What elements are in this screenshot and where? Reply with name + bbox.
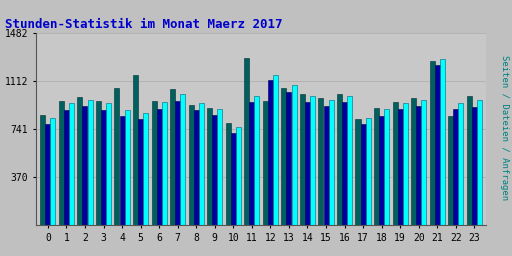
Bar [59,101,64,225]
Bar [162,102,167,225]
Bar [51,118,55,225]
Bar [305,102,310,225]
Bar [236,127,241,225]
Bar [291,85,296,225]
Bar [342,102,347,225]
Bar [77,97,82,225]
Bar [355,119,360,225]
Bar [411,98,416,225]
Bar [318,98,324,225]
Bar [421,100,426,225]
Bar [310,96,315,225]
Bar [82,106,88,225]
Bar [96,101,101,225]
Bar [143,113,148,225]
Bar [467,96,472,225]
Bar [120,116,124,225]
Bar [88,100,93,225]
Text: Stunden-Statistik im Monat Maerz 2017: Stunden-Statistik im Monat Maerz 2017 [5,18,283,31]
Bar [64,110,69,225]
Bar [324,106,329,225]
Bar [329,100,334,225]
Bar [138,119,143,225]
Bar [244,58,249,225]
Bar [273,75,278,225]
Bar [115,88,119,225]
Bar [347,96,352,225]
Bar [366,118,371,225]
Bar [226,123,231,225]
Bar [477,100,482,225]
Bar [188,105,194,225]
Bar [170,89,175,225]
Bar [337,94,342,225]
Bar [384,109,389,225]
Bar [124,110,130,225]
Bar [379,116,384,225]
Bar [133,75,138,225]
Bar [448,116,453,225]
Bar [398,109,402,225]
Text: Seiten / Dateien / Anfragen: Seiten / Dateien / Anfragen [500,56,509,200]
Bar [212,115,217,225]
Bar [157,109,162,225]
Bar [194,110,199,225]
Bar [435,65,440,225]
Bar [175,101,180,225]
Bar [430,61,435,225]
Bar [231,133,236,225]
Bar [199,103,204,225]
Bar [458,103,463,225]
Bar [416,106,421,225]
Bar [286,92,291,225]
Bar [300,94,305,225]
Bar [453,109,458,225]
Bar [218,109,222,225]
Bar [374,108,379,225]
Bar [249,102,254,225]
Bar [152,101,157,225]
Bar [207,108,212,225]
Bar [403,103,408,225]
Bar [281,88,286,225]
Bar [360,124,366,225]
Bar [263,101,268,225]
Bar [472,107,477,225]
Bar [46,124,50,225]
Bar [393,102,398,225]
Bar [268,80,273,225]
Bar [69,103,74,225]
Bar [101,110,106,225]
Bar [106,103,111,225]
Bar [254,96,260,225]
Bar [440,59,445,225]
Bar [40,115,45,225]
Bar [180,94,185,225]
